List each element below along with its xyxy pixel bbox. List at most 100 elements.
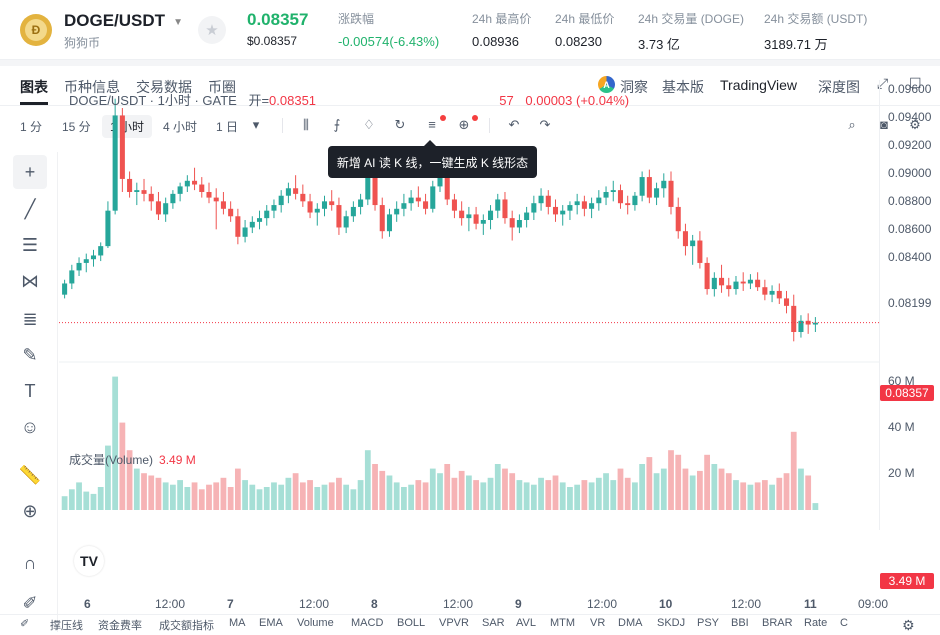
candle-body (394, 208, 400, 215)
indicator-item[interactable]: BRAR (762, 617, 793, 629)
indicator-icon[interactable]: ⨍ (333, 117, 341, 132)
tab-chart[interactable]: 图表 (20, 79, 48, 105)
indicator-item[interactable]: 成交额指标 (159, 620, 214, 632)
x-tick: 12:00 (155, 597, 186, 611)
indicator-item[interactable]: EMA (259, 617, 283, 629)
legend-open-label: 开= (248, 93, 270, 108)
indicator-item[interactable]: Rate (804, 617, 828, 629)
volume-bar (155, 477, 162, 510)
doge-coin-icon: Ð (20, 14, 52, 46)
chart-legend: DOGE/USDT · 1小时 · GATE 开=0.08351 57 0.00… (69, 90, 629, 109)
camera-icon[interactable]: ◙ (880, 117, 888, 132)
drawing-lock-icon[interactable]: ✐ (20, 618, 30, 630)
crosshair-icon[interactable]: + (13, 155, 47, 189)
candlestick-chart[interactable] (59, 80, 879, 530)
indicator-item[interactable]: Volume (297, 617, 334, 629)
candle-body (192, 180, 198, 185)
horizontal-lines-icon[interactable]: ☰ (21, 234, 39, 255)
volume-bar (314, 487, 321, 510)
tab-basic[interactable]: 基本版 (662, 79, 704, 95)
interval-1d[interactable]: 1 日 (216, 120, 239, 134)
indicator-settings-icon[interactable]: ⚙ (902, 617, 915, 633)
indicator-item[interactable]: DMA (618, 617, 643, 629)
volume-bar (83, 491, 90, 510)
window-icon[interactable]: ☐ (909, 75, 922, 91)
redo-icon[interactable]: ↷ (539, 117, 551, 132)
x-tick: 6 (84, 597, 91, 611)
pattern-icon[interactable]: ⋈ (21, 270, 39, 291)
brush-icon[interactable]: ✎ (22, 344, 38, 365)
candle-body (719, 277, 725, 286)
replay-icon[interactable]: ↻ (394, 117, 406, 132)
trendline-icon[interactable]: ╱ (24, 198, 36, 219)
interval-dropdown-icon[interactable]: ▾ (252, 117, 260, 132)
candle-body (415, 197, 421, 202)
indicator-item[interactable]: SAR (482, 617, 505, 629)
indicator-item[interactable]: MTM (550, 617, 576, 629)
volume-bar (538, 477, 544, 510)
indicator-item[interactable]: BOLL (397, 617, 426, 629)
tab-coin-info[interactable]: 币种信息 (64, 79, 120, 95)
indicator-item[interactable]: PSY (697, 617, 720, 629)
candle-body (690, 240, 696, 247)
vol-tick: 40 M (888, 420, 915, 434)
indicator-item[interactable]: BBI (731, 617, 749, 629)
text-icon[interactable]: T (24, 380, 36, 401)
search-icon[interactable]: ⌕ (848, 117, 856, 132)
indicator-item[interactable]: VPVR (439, 617, 469, 629)
volume-label: 成交量(Volume) (69, 453, 154, 467)
volume-bar (372, 464, 378, 510)
stat-low: 24h 最低价 0.08230 (555, 12, 615, 49)
indicator-item[interactable]: VR (590, 617, 606, 629)
candle-body (264, 210, 270, 219)
indicator-item[interactable]: 资金费率 (98, 620, 142, 632)
volume-bar (790, 431, 797, 510)
zoom-icon[interactable]: ⊕ (22, 500, 38, 521)
add-icon[interactable]: ⊕ (458, 117, 470, 132)
y-tick: 0.09400 (888, 110, 932, 124)
volume-bar (545, 480, 552, 510)
indicator-item[interactable]: MACD (351, 617, 384, 629)
undo-icon[interactable]: ↶ (508, 117, 520, 132)
x-tick: 12:00 (587, 597, 618, 611)
interval-15m[interactable]: 15 分 (62, 120, 91, 134)
volume-bar (112, 376, 119, 510)
indicator-item[interactable]: 撑压线 (50, 620, 83, 632)
notice-dot (440, 115, 446, 121)
indicator-item[interactable]: C (840, 617, 848, 629)
volume-bar (148, 475, 155, 510)
ai-kline-icon[interactable]: ≡ (428, 117, 436, 132)
tab-circle[interactable]: 币圈 (208, 79, 236, 95)
volume-bar (336, 477, 342, 510)
settings-gear-icon[interactable]: ⚙ (909, 117, 921, 132)
indicator-item[interactable]: AVL (516, 617, 536, 629)
stat-volume: 24h 交易量 (DOGE) 3.73 亿 (638, 12, 745, 52)
ruler-icon[interactable]: 📏 (18, 464, 42, 485)
candle-type-icon[interactable]: ⫼ (303, 117, 309, 132)
lock-draw-icon[interactable]: ✐ (22, 592, 38, 613)
pair-selector[interactable]: DOGE/USDT ▼ (64, 11, 183, 31)
tab-tradingview[interactable]: TradingView (720, 77, 798, 93)
last-price: 0.08357 (247, 10, 309, 29)
candle-body (242, 227, 248, 237)
candle-body (704, 262, 710, 290)
y-tick: 0.08600 (888, 222, 932, 236)
magnet-icon[interactable]: ∩ (23, 552, 37, 573)
indicator-item[interactable]: MA (229, 617, 246, 629)
tab-ai-insight[interactable]: 洞察 (620, 79, 648, 95)
fib-icon[interactable]: ≣ (22, 308, 38, 329)
candle-body (69, 270, 75, 284)
candle-body (314, 208, 320, 213)
interval-1m[interactable]: 1 分 (20, 120, 43, 134)
emoji-icon[interactable]: ☺ (20, 416, 40, 437)
tab-trade-data[interactable]: 交易数据 (136, 79, 192, 95)
volume-bar (473, 480, 479, 510)
interval-4h[interactable]: 4 小时 (163, 120, 198, 134)
tab-depth[interactable]: 深度图 (818, 79, 860, 95)
fullscreen-icon[interactable]: ⤢ (877, 75, 889, 91)
volume-bar (408, 484, 415, 510)
indicator-item[interactable]: SKDJ (657, 617, 686, 629)
alert-bell-icon[interactable]: ♢ (363, 117, 375, 132)
favorite-star-icon[interactable]: ★ (198, 16, 226, 44)
candle-body (220, 201, 226, 209)
